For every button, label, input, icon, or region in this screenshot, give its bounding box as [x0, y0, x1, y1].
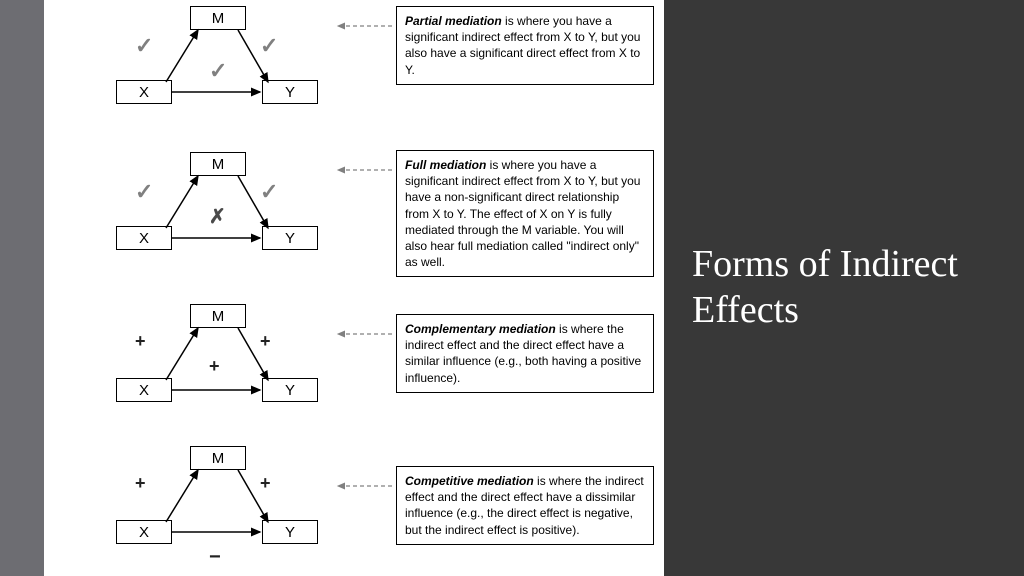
mediation-row-3: MXYCompetitive mediation is where the in… — [44, 430, 664, 576]
left-gutter — [0, 0, 44, 576]
sidebar: Forms of Indirect Effects — [664, 0, 1024, 576]
main-panel: MXYPartial mediation is where you have a… — [44, 0, 664, 576]
page-title: Forms of Indirect Effects — [664, 242, 1024, 333]
